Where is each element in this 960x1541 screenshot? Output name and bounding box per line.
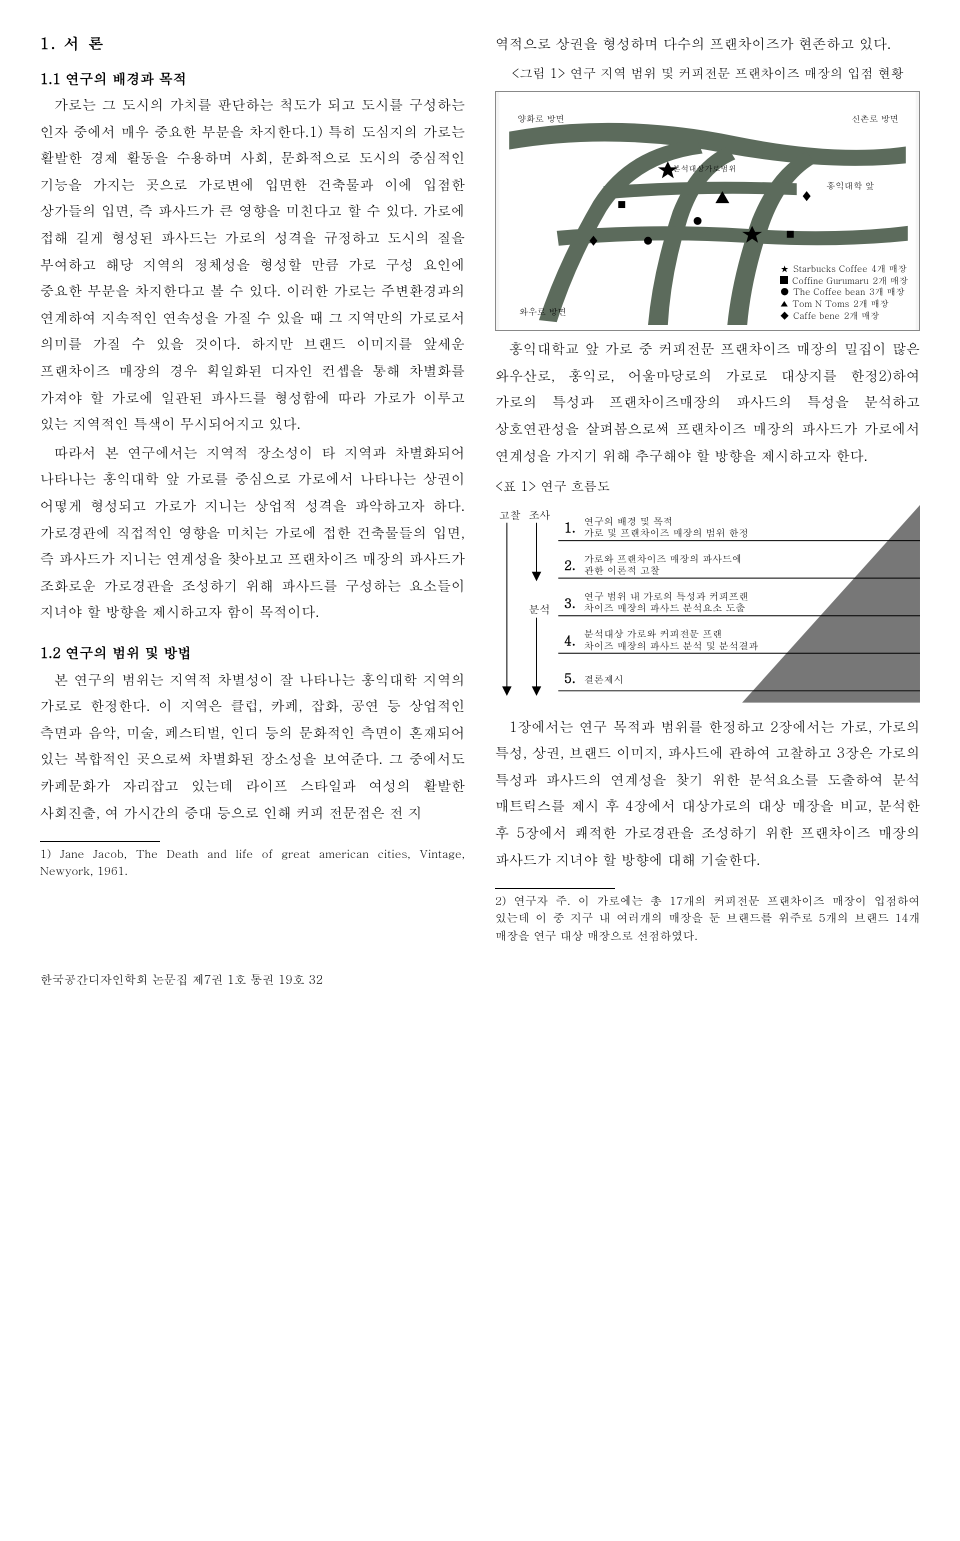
legend-row: ▲ Tom N Toms 2개 매장	[780, 298, 908, 310]
flow-step-text: 결론제시	[584, 672, 624, 686]
left-column: 1. 서 론 1.1 연구의 배경과 목적 가로는 그 도시의 가치를 판단하는…	[40, 30, 465, 945]
subsection-heading-1: 1.1 연구의 배경과 목적	[40, 65, 465, 92]
flow-step-num: 1.	[564, 518, 575, 537]
map-label: 와우로 방면	[519, 305, 567, 318]
square-icon	[780, 276, 788, 284]
star-icon: ★	[780, 263, 789, 275]
flow-svg: 고찰 조사 분석 1. 연구의 배경 및 목적 가로 및 프랜차이즈 매장의 범…	[495, 505, 920, 703]
diamond-icon: ◆	[780, 310, 789, 322]
footnote-rule	[40, 841, 160, 842]
flow-step-num: 4.	[564, 630, 575, 649]
footnote-rule	[495, 888, 615, 889]
flow-step-text: 분석대상 가로와 커피전문 프랜 차이즈 매장의 파사드 분석 및 분석결과	[584, 626, 759, 652]
map-legend: ★ Starbucks Coffee 4개 매장 Coffine Gurumar…	[775, 260, 913, 324]
figure-caption: <그림 1> 연구 지역 범위 및 커피전문 프랜차이즈 매장의 입점 현황	[495, 61, 920, 86]
map-label: 신촌로 방면	[851, 112, 899, 125]
body-paragraph: 역적으로 상권을 형성하며 다수의 프랜차이즈가 현존하고 있다.	[495, 30, 920, 57]
map-label: 본석대상가로범위	[673, 164, 736, 175]
map-label: 홍익대학 앞	[827, 179, 875, 192]
table-caption: <표 1> 연구 흐름도	[495, 474, 920, 499]
flow-side-label: 조사	[529, 508, 551, 523]
flow-step-text: 연구의 배경 및 목적 가로 및 프랜차이즈 매장의 범위 한정	[584, 514, 749, 540]
body-paragraph: 1장에서는 연구 목적과 범위를 한정하고 2장에서는 가로, 가로의 특성, …	[495, 713, 920, 873]
footnote-text: 1) Jane Jacob, The Death and life of gre…	[40, 846, 465, 881]
flow-step-num: 3.	[564, 593, 575, 612]
flow-step-num: 5.	[564, 668, 575, 687]
flow-side-label: 고찰	[499, 508, 521, 523]
section-heading: 1. 서 론	[40, 30, 465, 59]
footnote-text: 2) 연구자 주. 이 가로에는 총 17개의 커피전문 프랜차이즈 매장이 입…	[495, 893, 920, 945]
flow-step-text: 연구 범위 내 가로의 특성과 커피프랜 차이즈 매장의 파사드 분석요소 도출	[584, 589, 752, 615]
page-footer: 한국공간디자인학회 논문집 제7권 1호 통권 19호 32	[40, 969, 920, 992]
body-paragraph: 홍익대학교 앞 가로 중 커피전문 프랜차이즈 매장의 밀집이 많은 와우산로,…	[495, 335, 920, 468]
subsection-heading-2: 1.2 연구의 범위 및 방법	[40, 639, 465, 666]
legend-name: Starbucks Coffee	[793, 263, 867, 275]
map-label: 양화로 방면	[517, 112, 565, 125]
legend-count: 2개 매장	[853, 298, 888, 310]
flow-side-label: 분석	[529, 603, 551, 618]
legend-row: ◆ Caffe bene 2개 매장	[780, 310, 908, 322]
figure-flowchart: 고찰 조사 분석 1. 연구의 배경 및 목적 가로 및 프랜차이즈 매장의 범…	[495, 505, 920, 703]
figure-map: 양화로 방면 신촌로 방면 홍익대학 앞 본석대상가로범위 와우로 방면	[495, 91, 920, 331]
legend-count: 4개 매장	[871, 263, 906, 275]
flow-step-num: 2.	[564, 555, 575, 574]
right-column: 역적으로 상권을 형성하며 다수의 프랜차이즈가 현존하고 있다. <그림 1>…	[495, 30, 920, 945]
body-paragraph: 본 연구의 범위는 지역적 차별성이 잘 나타나는 홍익대학 지역의 가로로 한…	[40, 666, 465, 826]
legend-count: 2개 매장	[844, 310, 879, 322]
body-paragraph: 따라서 본 연구에서는 지역적 장소성이 타 지역과 차별화되어 나타나는 홍익…	[40, 439, 465, 625]
legend-name: Caffe bene	[793, 310, 840, 322]
legend-row: ★ Starbucks Coffee 4개 매장	[780, 263, 908, 275]
body-paragraph: 가로는 그 도시의 가치를 판단하는 척도가 되고 도시를 구성하는 인자 중에…	[40, 91, 465, 437]
flow-step-text: 가로와 프랜차이즈 매장의 파사드에 관한 이론적 고찰	[584, 551, 745, 577]
triangle-icon: ▲	[780, 298, 788, 310]
legend-name: Tom N Toms	[792, 298, 849, 310]
